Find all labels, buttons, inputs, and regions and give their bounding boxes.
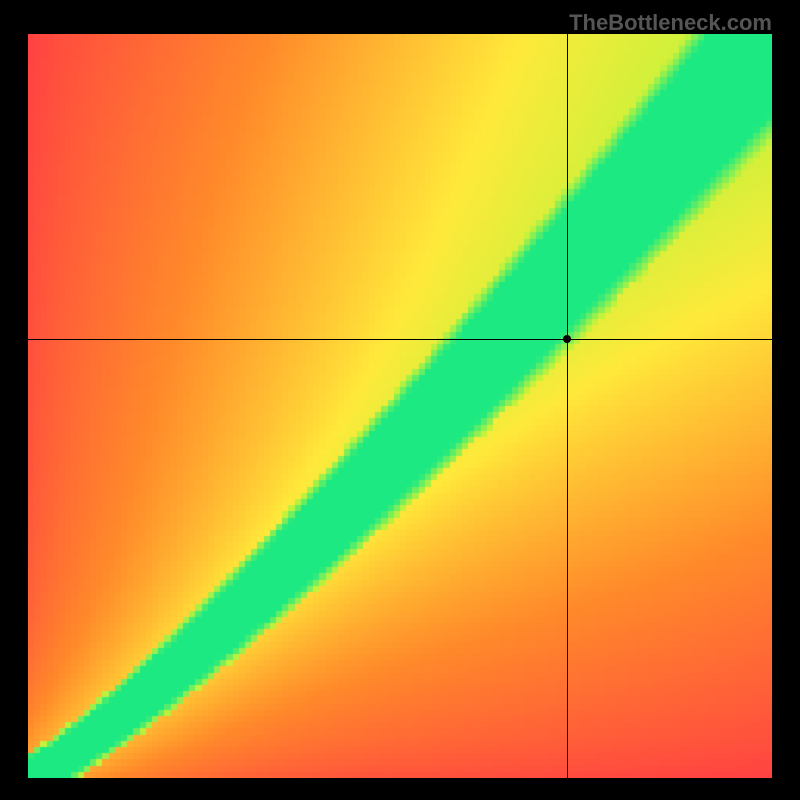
crosshair-vertical [567,34,568,778]
crosshair-horizontal [28,339,772,340]
bottleneck-heatmap [28,34,772,778]
watermark-text: TheBottleneck.com [569,10,772,36]
